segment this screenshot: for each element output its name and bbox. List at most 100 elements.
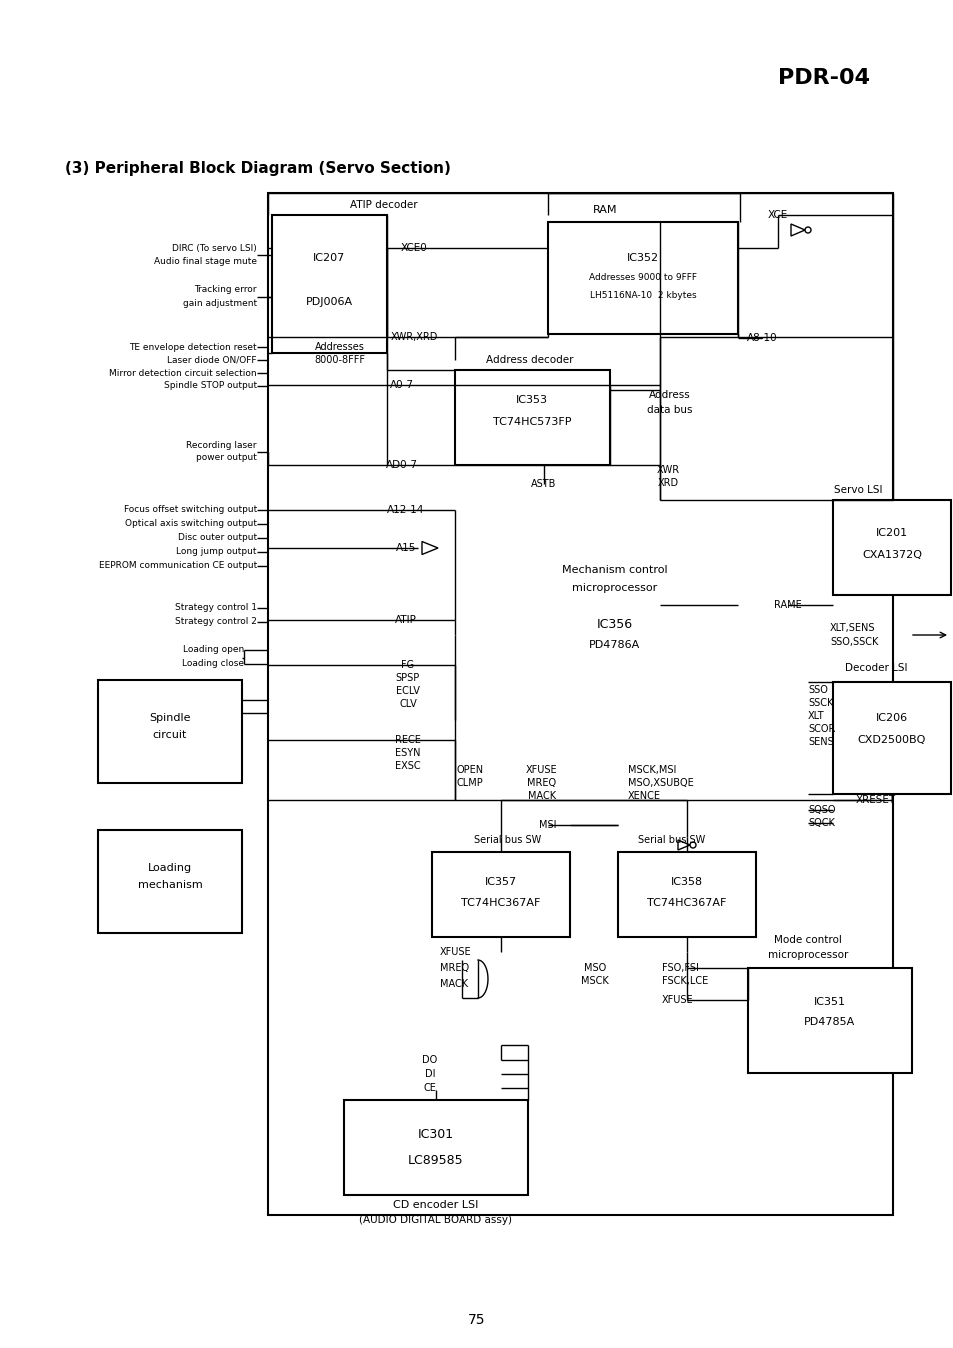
Text: IC201: IC201 — [875, 528, 907, 538]
Text: microprocessor: microprocessor — [767, 950, 847, 960]
Text: A8-10: A8-10 — [746, 333, 777, 342]
Bar — [344, 1100, 527, 1194]
Text: circuit: circuit — [152, 731, 187, 740]
Text: 75: 75 — [468, 1313, 485, 1326]
Text: Spindle: Spindle — [149, 713, 191, 723]
Text: IC358: IC358 — [670, 878, 702, 887]
Text: CLV: CLV — [398, 700, 416, 709]
Text: ATIP: ATIP — [395, 615, 416, 625]
Text: IC207: IC207 — [313, 253, 345, 263]
Text: SENS: SENS — [807, 737, 833, 747]
Text: XLT,SENS: XLT,SENS — [829, 623, 875, 634]
Text: MACK: MACK — [439, 979, 468, 989]
Text: XRD: XRD — [657, 479, 678, 488]
Text: Strategy control 1: Strategy control 1 — [174, 604, 256, 612]
Text: Laser diode ON/OFF: Laser diode ON/OFF — [168, 356, 256, 364]
Text: A12-14: A12-14 — [387, 506, 424, 515]
Text: OPEN: OPEN — [456, 766, 483, 775]
Text: MSCK: MSCK — [580, 976, 608, 985]
Bar — [747, 968, 911, 1073]
Text: MSI: MSI — [538, 820, 557, 830]
Text: Long jump output: Long jump output — [176, 547, 256, 557]
Text: PDR-04: PDR-04 — [778, 67, 869, 88]
Text: Address: Address — [648, 390, 690, 400]
Text: SPSP: SPSP — [395, 673, 419, 683]
Text: XCE0: XCE0 — [400, 243, 427, 253]
Text: (AUDIO DIGITAL BOARD assy): (AUDIO DIGITAL BOARD assy) — [359, 1215, 512, 1225]
Text: DIRC (To servo LSI): DIRC (To servo LSI) — [172, 244, 256, 252]
Text: IC352: IC352 — [626, 253, 659, 263]
Text: Loading: Loading — [148, 863, 192, 874]
Text: IC356: IC356 — [597, 619, 633, 631]
Text: IC301: IC301 — [417, 1128, 454, 1142]
Text: XENCE: XENCE — [627, 791, 660, 801]
Bar — [547, 222, 738, 334]
Text: XFUSE: XFUSE — [526, 766, 558, 775]
Text: power output: power output — [196, 453, 256, 462]
Text: MACK: MACK — [527, 791, 556, 801]
Text: mechanism: mechanism — [137, 880, 202, 890]
Text: SSCK: SSCK — [807, 698, 833, 708]
Text: Serial bus SW: Serial bus SW — [474, 834, 540, 845]
Text: Servo LSI: Servo LSI — [833, 485, 882, 495]
Text: XWR,XRD: XWR,XRD — [390, 332, 437, 342]
Text: DO: DO — [422, 1055, 437, 1065]
Text: CXA1372Q: CXA1372Q — [862, 550, 921, 559]
Text: MSO: MSO — [583, 962, 605, 973]
Bar — [98, 830, 242, 933]
Text: Strategy control 2: Strategy control 2 — [175, 617, 256, 627]
Text: SQCK: SQCK — [807, 818, 834, 828]
Text: MSO,XSUBQE: MSO,XSUBQE — [627, 778, 693, 789]
Text: TC74HC367AF: TC74HC367AF — [647, 898, 726, 909]
Text: LC89585: LC89585 — [408, 1154, 463, 1166]
Text: TE envelope detection reset: TE envelope detection reset — [130, 342, 256, 352]
Text: ESYN: ESYN — [395, 748, 420, 758]
Bar — [432, 852, 569, 937]
Text: XLT: XLT — [807, 710, 823, 721]
Text: Spindle STOP output: Spindle STOP output — [164, 381, 256, 391]
Text: FSCK,LCE: FSCK,LCE — [661, 976, 707, 985]
Text: XWR: XWR — [656, 465, 679, 474]
Text: (3) Peripheral Block Diagram (Servo Section): (3) Peripheral Block Diagram (Servo Sect… — [65, 160, 451, 175]
Text: SCOR: SCOR — [807, 724, 835, 735]
Text: microprocessor: microprocessor — [572, 582, 657, 593]
Text: Loading close: Loading close — [182, 659, 244, 669]
Text: DI: DI — [424, 1069, 435, 1078]
Text: MREQ: MREQ — [527, 778, 556, 789]
Bar — [272, 214, 387, 353]
Text: IC351: IC351 — [813, 998, 845, 1007]
Text: CE: CE — [423, 1082, 436, 1093]
Text: A15: A15 — [395, 543, 416, 553]
Text: MREQ: MREQ — [439, 962, 469, 973]
Bar — [832, 500, 950, 594]
Text: LH5116NA-10  2 kbytes: LH5116NA-10 2 kbytes — [589, 291, 696, 299]
Text: SQSO: SQSO — [807, 805, 835, 816]
Polygon shape — [678, 840, 689, 851]
Text: Mirror detection circuit selection: Mirror detection circuit selection — [110, 368, 256, 377]
Text: Addresses: Addresses — [314, 342, 365, 352]
Bar — [98, 679, 242, 783]
Text: PD4786A: PD4786A — [589, 640, 640, 650]
Text: EEPROM communication CE output: EEPROM communication CE output — [99, 562, 256, 570]
Polygon shape — [421, 542, 437, 554]
Text: Optical axis switching output: Optical axis switching output — [125, 519, 256, 528]
Text: PD4785A: PD4785A — [803, 1016, 855, 1027]
Text: FSO,FSI: FSO,FSI — [661, 962, 699, 973]
Text: EXSC: EXSC — [395, 762, 420, 771]
Text: gain adjustment: gain adjustment — [183, 299, 256, 309]
Text: PDJ006A: PDJ006A — [305, 297, 353, 307]
Text: TC74HC367AF: TC74HC367AF — [461, 898, 540, 909]
Text: A0-7: A0-7 — [390, 380, 414, 390]
Text: XRESET: XRESET — [855, 795, 895, 805]
Text: TC74HC573FP: TC74HC573FP — [493, 417, 571, 427]
Text: Focus offset switching output: Focus offset switching output — [124, 506, 256, 515]
Text: Disc outer output: Disc outer output — [177, 534, 256, 542]
Text: ASTB: ASTB — [531, 479, 557, 489]
Text: Address decoder: Address decoder — [486, 355, 573, 365]
Text: SSO,SSCK: SSO,SSCK — [829, 638, 878, 647]
Text: AD0-7: AD0-7 — [386, 460, 417, 470]
Bar — [832, 682, 950, 794]
Text: Mode control: Mode control — [773, 936, 841, 945]
Text: IC206: IC206 — [875, 713, 907, 723]
Text: RAME: RAME — [773, 600, 801, 611]
